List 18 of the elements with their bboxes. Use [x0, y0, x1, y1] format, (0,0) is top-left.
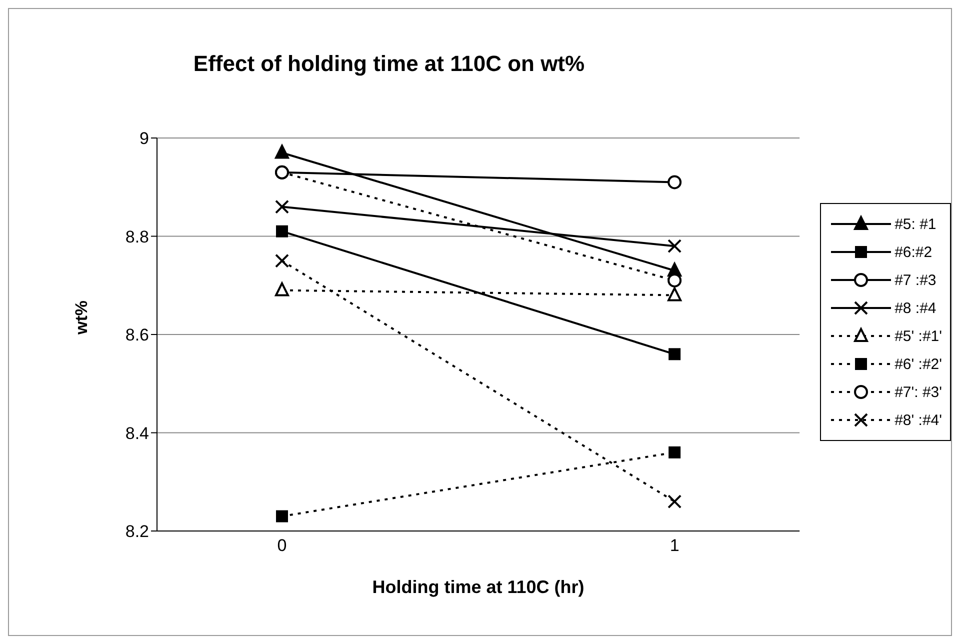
y-tick-label: 8.6 — [125, 326, 149, 345]
legend-label: #7 :#3 — [894, 272, 936, 288]
chart-title: Effect of holding time at 110C on wt% — [192, 51, 586, 77]
legend-label: #8' :#4' — [894, 412, 942, 428]
legend-label: #6' :#2' — [894, 356, 942, 372]
y-tick-label: 9 — [140, 129, 149, 148]
legend-label: #8 :#4 — [894, 300, 936, 316]
legend-label: #5' :#1' — [894, 328, 942, 344]
y-tick-label: 8.8 — [125, 227, 149, 246]
x-axis-title: Holding time at 110C (hr) — [372, 577, 584, 597]
legend-label: #7': #3' — [894, 384, 942, 400]
x-tick-label: 0 — [277, 536, 287, 556]
legend-label: #6:#2 — [894, 244, 932, 260]
y-tick-label: 8.2 — [125, 522, 149, 542]
legend-label: #5: #1 — [894, 216, 936, 232]
y-axis-title: wt% — [72, 300, 92, 336]
x-tick-label: 1 — [670, 536, 680, 556]
y-tick-label: 8.4 — [125, 424, 149, 443]
